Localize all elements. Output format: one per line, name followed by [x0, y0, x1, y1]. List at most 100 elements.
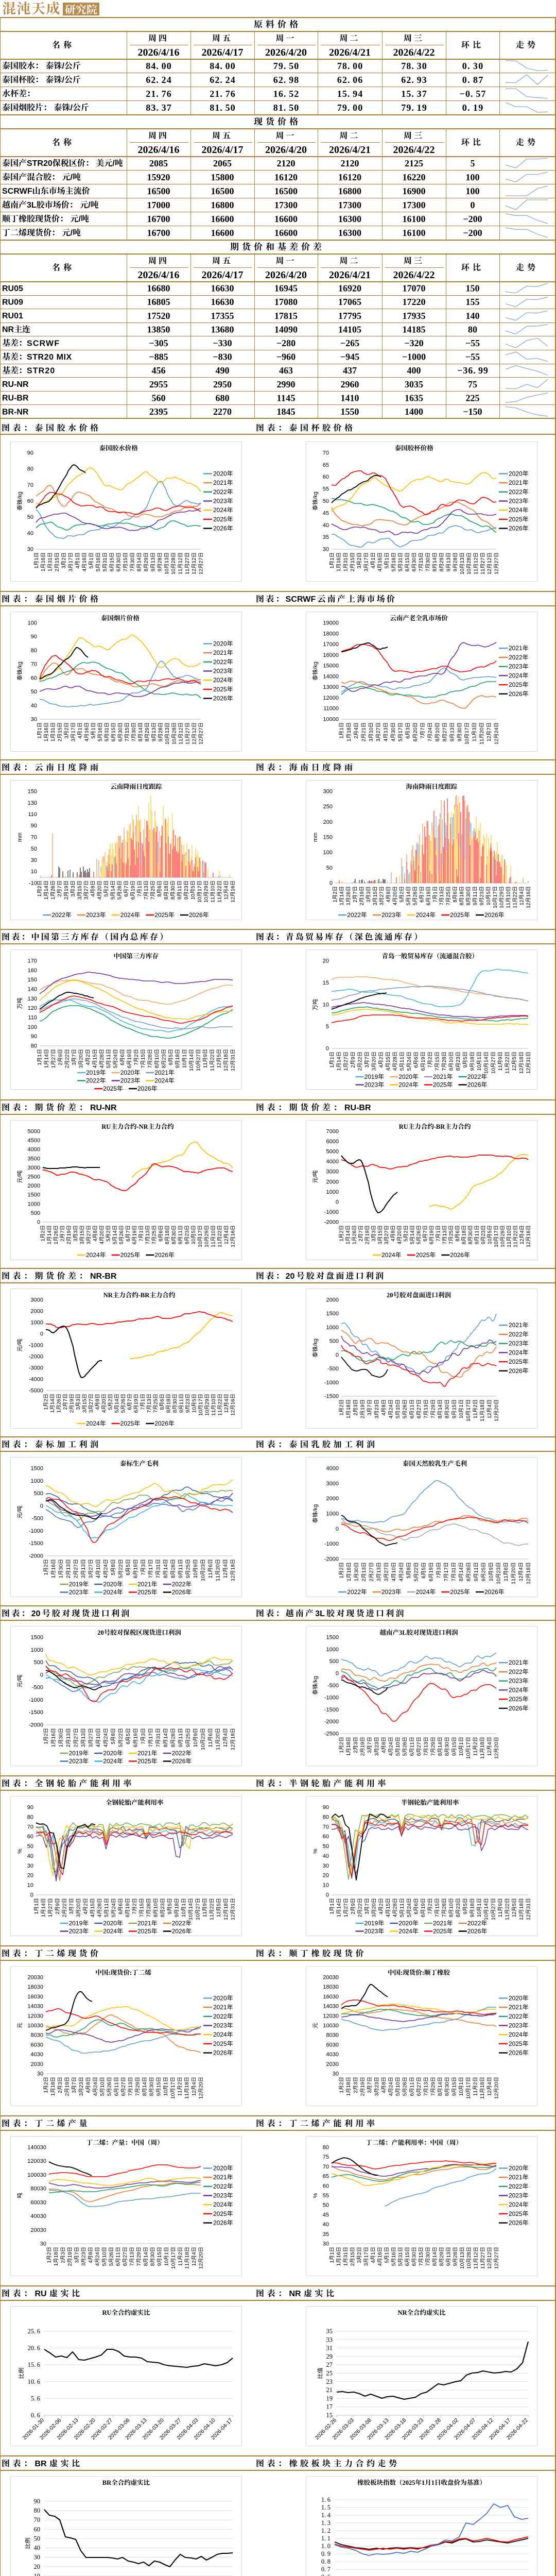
svg-text:26: 26 — [416, 1230, 422, 1236]
svg-text:12030: 12030 — [323, 2013, 339, 2019]
svg-text:17: 17 — [197, 886, 203, 892]
svg-text:84. 00: 84. 00 — [146, 61, 171, 71]
svg-text:19: 19 — [429, 1567, 435, 1573]
svg-text:150: 150 — [28, 789, 37, 795]
svg-text:1: 1 — [44, 896, 49, 900]
svg-text:4: 4 — [354, 727, 359, 731]
svg-text:7: 7 — [444, 1578, 449, 1581]
svg-text:100030: 100030 — [27, 2172, 46, 2178]
svg-text:26: 26 — [117, 886, 123, 892]
svg-text:12: 12 — [192, 727, 197, 734]
svg-text:6: 6 — [121, 2093, 127, 2096]
svg-text:10: 10 — [154, 1054, 160, 1060]
svg-text:14: 14 — [142, 2082, 148, 2088]
svg-text:4: 4 — [224, 1230, 230, 1233]
svg-text:7: 7 — [364, 1903, 370, 1906]
svg-text:29: 29 — [204, 1399, 210, 1405]
svg-text:2023: 2023 — [213, 2022, 227, 2029]
svg-text:2023: 2023 — [509, 1340, 523, 1347]
svg-text:12: 12 — [494, 1415, 500, 1421]
svg-text:6: 6 — [130, 896, 136, 900]
svg-text:1: 1 — [48, 1914, 54, 1917]
svg-text:1: 1 — [50, 738, 56, 741]
svg-text:28: 28 — [171, 557, 177, 564]
svg-text:17: 17 — [148, 1733, 154, 1739]
svg-text:150: 150 — [466, 283, 480, 294]
svg-text:5: 5 — [384, 566, 390, 569]
svg-text:2: 2 — [57, 894, 63, 897]
svg-text:1. 3: 1. 3 — [321, 2519, 331, 2527]
svg-text:31: 31 — [526, 1057, 532, 1063]
svg-text:19: 19 — [65, 2082, 71, 2088]
svg-text:4: 4 — [386, 1067, 391, 1071]
svg-text:2022: 2022 — [213, 2183, 227, 2190]
svg-text:7: 7 — [145, 1241, 151, 1244]
svg-text:3: 3 — [69, 1911, 75, 1914]
svg-text:3: 3 — [374, 2093, 380, 2096]
svg-text:27: 27 — [416, 1742, 422, 1748]
svg-text:3: 3 — [76, 1407, 81, 1410]
svg-text:31: 31 — [155, 1564, 161, 1570]
svg-text:1: 1 — [54, 1241, 59, 1244]
svg-text:11: 11 — [218, 1410, 223, 1416]
svg-text:9: 9 — [451, 2093, 457, 2096]
svg-text:16: 16 — [98, 727, 103, 734]
svg-text:2026: 2026 — [509, 525, 523, 532]
svg-text:7: 7 — [367, 1742, 373, 1745]
svg-text:3: 3 — [357, 566, 362, 569]
svg-text:5: 5 — [471, 158, 475, 168]
svg-text:15: 15 — [55, 557, 60, 564]
svg-text:-5000: -5000 — [29, 1388, 43, 1394]
svg-text:17: 17 — [326, 2403, 333, 2411]
svg-text:2: 2 — [350, 2263, 356, 2266]
svg-text:12: 12 — [486, 736, 492, 742]
svg-text:0. 6: 0. 6 — [31, 2412, 40, 2419]
svg-text:8: 8 — [153, 1914, 159, 1917]
svg-text:21. 76: 21. 76 — [146, 89, 171, 99]
svg-text:2: 2 — [473, 1404, 479, 1408]
svg-text:18: 18 — [461, 1230, 467, 1236]
svg-text:NR: NR — [397, 2309, 407, 2316]
svg-text:16: 16 — [84, 727, 90, 734]
svg-text:17935: 17935 — [403, 311, 426, 321]
svg-text:0: 0 — [326, 1892, 329, 1899]
svg-text:4: 4 — [381, 2090, 387, 2093]
svg-text:2024: 2024 — [154, 1077, 168, 1084]
svg-text:15: 15 — [90, 1903, 96, 1909]
svg-text:11: 11 — [179, 1399, 184, 1405]
svg-text:11: 11 — [116, 2252, 121, 2258]
svg-text:12: 12 — [192, 738, 197, 744]
svg-text:13680: 13680 — [211, 324, 234, 334]
svg-text:19: 19 — [360, 1404, 366, 1411]
svg-text:16: 16 — [377, 2252, 383, 2258]
svg-text::: : — [401, 1969, 403, 1976]
svg-text:2023: 2023 — [69, 1928, 83, 1935]
svg-text:81. 50: 81. 50 — [273, 103, 299, 113]
svg-text:SCRWF: SCRWF — [286, 595, 316, 604]
svg-text:12030: 12030 — [27, 2013, 43, 2019]
svg-text:/: / — [17, 1511, 23, 1513]
svg-text:2020: 2020 — [509, 470, 523, 477]
svg-text:27: 27 — [84, 886, 90, 892]
svg-text:4500: 4500 — [28, 1138, 40, 1144]
svg-text:2026/4/21: 2026/4/21 — [329, 269, 371, 281]
svg-text:17355: 17355 — [211, 311, 234, 321]
svg-text:17: 17 — [198, 1399, 204, 1405]
svg-text:560: 560 — [152, 393, 166, 403]
svg-text:5: 5 — [117, 896, 123, 900]
svg-text:2: 2 — [74, 1744, 79, 1747]
svg-text:7: 7 — [436, 1239, 441, 1242]
svg-text:13: 13 — [460, 2252, 465, 2258]
svg-text:2021: 2021 — [433, 1073, 447, 1080]
svg-text:2: 2 — [74, 1575, 79, 1578]
svg-text:11: 11 — [210, 1914, 215, 1920]
svg-text:11: 11 — [507, 1241, 512, 1247]
svg-text:2000: 2000 — [326, 1297, 339, 1303]
svg-text:7: 7 — [148, 1744, 154, 1747]
svg-text:7: 7 — [423, 1230, 428, 1233]
svg-text:4: 4 — [393, 902, 398, 905]
svg-text:2023: 2023 — [213, 2192, 227, 2199]
svg-text:14: 14 — [438, 2082, 443, 2088]
svg-text:1550: 1550 — [341, 406, 359, 417]
svg-text:1: 1 — [346, 738, 352, 741]
